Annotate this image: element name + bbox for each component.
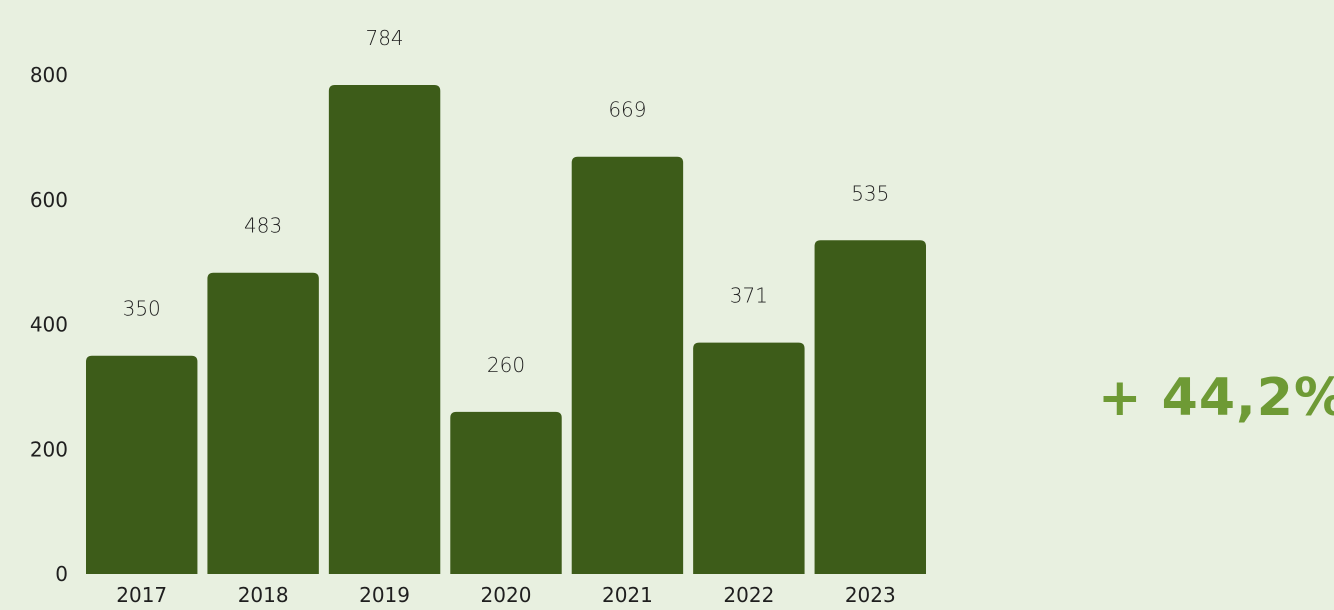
value-label-2021: 669 bbox=[608, 98, 646, 122]
bar-2017 bbox=[86, 355, 198, 574]
y-tick-label: 200 bbox=[30, 437, 68, 461]
y-tick-label: 0 bbox=[55, 562, 68, 586]
value-label-2023: 535 bbox=[851, 181, 889, 205]
x-tick-label-2020: 2020 bbox=[481, 583, 532, 607]
x-tick-label-2023: 2023 bbox=[845, 583, 896, 607]
bar-2022 bbox=[693, 342, 805, 574]
value-label-2022: 371 bbox=[730, 284, 768, 308]
bar-2019 bbox=[328, 84, 441, 574]
bar-2018 bbox=[207, 272, 319, 574]
bar-2020 bbox=[450, 411, 562, 574]
y-tick-label: 400 bbox=[30, 313, 68, 337]
growth-callout: + 44,2% bbox=[1098, 368, 1334, 428]
x-tick-label-2022: 2022 bbox=[723, 583, 774, 607]
x-tick-label-2017: 2017 bbox=[116, 583, 167, 607]
value-label-2020: 260 bbox=[487, 353, 525, 377]
bar-2023 bbox=[814, 240, 926, 574]
y-tick-label: 800 bbox=[30, 63, 68, 87]
bar-2021 bbox=[571, 156, 684, 574]
value-label-2017: 350 bbox=[123, 297, 161, 321]
x-tick-label-2019: 2019 bbox=[359, 583, 410, 607]
x-tick-label-2018: 2018 bbox=[238, 583, 289, 607]
x-tick-label-2021: 2021 bbox=[602, 583, 653, 607]
value-label-2019: 784 bbox=[365, 26, 403, 50]
value-label-2018: 483 bbox=[244, 214, 282, 238]
y-tick-label: 600 bbox=[30, 188, 68, 212]
